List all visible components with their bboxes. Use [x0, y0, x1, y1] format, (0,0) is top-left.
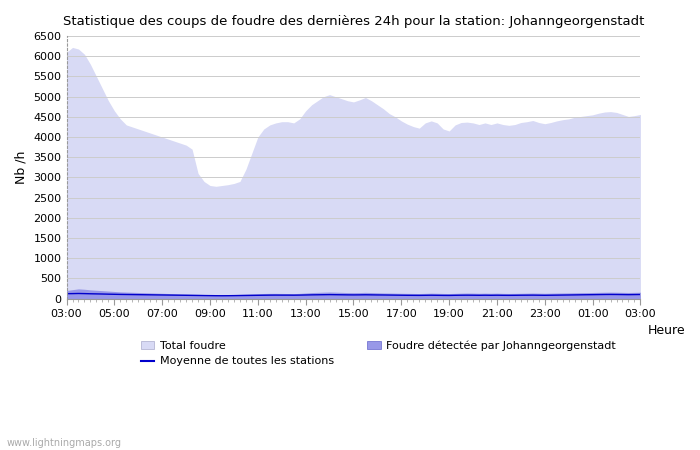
- Legend: Total foudre, Moyenne de toutes les stations, Foudre détectée par Johanngeorgens: Total foudre, Moyenne de toutes les stat…: [141, 340, 616, 366]
- Text: www.lightningmaps.org: www.lightningmaps.org: [7, 438, 122, 448]
- Title: Statistique des coups de foudre des dernières 24h pour la station: Johanngeorgen: Statistique des coups de foudre des dern…: [63, 15, 644, 28]
- Y-axis label: Nb /h: Nb /h: [15, 151, 28, 184]
- Text: Heure: Heure: [648, 324, 685, 337]
